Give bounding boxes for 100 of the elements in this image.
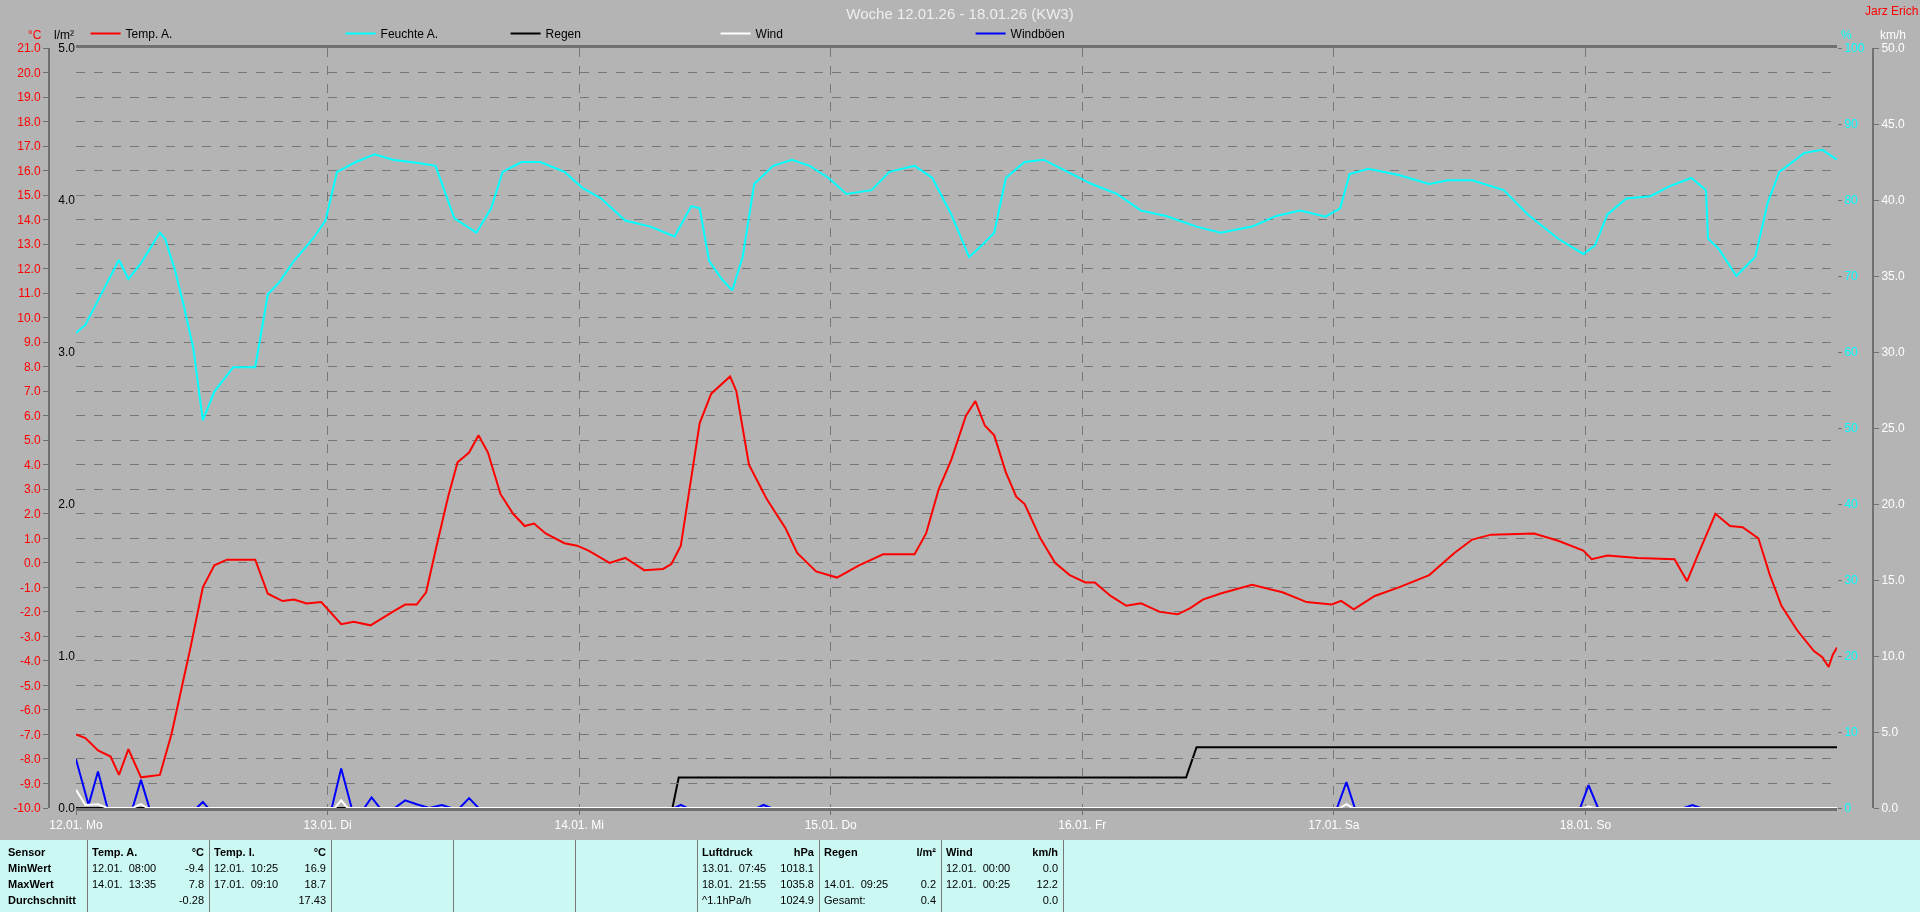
y2-tick-label: 40 xyxy=(1844,497,1859,512)
y-tick-label: 1.0 xyxy=(58,649,76,664)
text: Luftdruck xyxy=(702,846,753,858)
text: -0.28 xyxy=(178,894,204,906)
text: 0.0 xyxy=(1042,862,1058,874)
text: 17.01. 09:10 xyxy=(214,878,279,890)
x-tick-label: 13.01. Di xyxy=(303,818,352,833)
text: °C xyxy=(313,846,326,858)
legend-label: Wind xyxy=(755,27,783,42)
y3-tick-label: 5.0 xyxy=(1881,725,1899,740)
y-tick-label: -10.0 xyxy=(13,801,41,816)
y-tick-label: 19.0 xyxy=(17,90,41,105)
y-tick-label: 13.0 xyxy=(17,237,41,252)
text: 14.01. 09:25 xyxy=(824,878,889,890)
y2-tick-label: 60 xyxy=(1844,345,1859,360)
y-axis-title: °C xyxy=(28,28,42,42)
text: 0.0 xyxy=(1042,894,1058,906)
x-tick-label: 17.01. Sa xyxy=(1308,818,1360,833)
y-tick-label: 3.0 xyxy=(23,482,41,497)
y-tick-label: 2.0 xyxy=(23,507,41,522)
text: Gesamt: xyxy=(824,894,866,906)
text: 1035.8 xyxy=(780,878,814,890)
y-tick-label: 0.0 xyxy=(58,801,76,816)
text: 18.7 xyxy=(304,878,326,890)
y2-tick-label: 30 xyxy=(1844,573,1859,588)
y2-tick-label: 10 xyxy=(1844,725,1859,740)
text: 13.01. 07:45 xyxy=(702,862,767,874)
y-tick-label: 2.0 xyxy=(58,497,76,512)
x-tick-label: 16.01. Fr xyxy=(1058,818,1107,833)
y-tick-label: 8.0 xyxy=(23,359,41,374)
y-tick-label: 10.0 xyxy=(17,310,41,325)
y2-tick-label: 0 xyxy=(1844,801,1852,816)
y-tick-label: -8.0 xyxy=(19,752,41,767)
legend-label: Regen xyxy=(545,27,581,42)
y-tick-label: -9.0 xyxy=(19,776,41,791)
y-tick-label: -5.0 xyxy=(19,678,41,693)
y3-tick-label: 45.0 xyxy=(1881,117,1906,132)
x-tick-label: 14.01. Mi xyxy=(554,818,604,833)
y-tick-label: 4.0 xyxy=(23,457,41,472)
y3-tick-label: 0.0 xyxy=(1881,801,1899,816)
text: 12.01. 08:00 xyxy=(92,862,157,874)
text: km/h xyxy=(1880,28,1907,42)
y-tick-label: -1.0 xyxy=(19,580,41,595)
text: 12.01. 10:25 xyxy=(214,862,279,874)
text: l/m² xyxy=(916,846,936,858)
y3-tick-label: 40.0 xyxy=(1881,193,1906,208)
y-tick-label: -3.0 xyxy=(19,629,41,644)
y-tick-label: 12.0 xyxy=(17,261,41,276)
y-tick-label: 11.0 xyxy=(18,286,41,301)
text: 0.2 xyxy=(920,878,936,890)
chart-title: Woche 12.01.26 - 18.01.26 (KW3) xyxy=(846,4,1074,22)
text: Durchschnitt xyxy=(8,894,76,906)
y-tick-label: 6.0 xyxy=(23,408,41,423)
text: ^1.1hPa/h xyxy=(702,894,752,906)
text: MinWert xyxy=(8,862,52,874)
x-tick-label: 15.01. Do xyxy=(804,818,858,833)
text: Jarz Erich xyxy=(1865,4,1919,18)
y2-tick-label: 100 xyxy=(1844,41,1865,56)
text: Sensor xyxy=(8,846,46,858)
text: 14.01. 13:35 xyxy=(92,878,157,890)
y-axis-title: l/m² xyxy=(54,28,74,42)
y3-tick-label: 35.0 xyxy=(1881,269,1906,284)
y2-tick-label: 90 xyxy=(1844,117,1859,132)
text: °C xyxy=(191,846,204,858)
y3-tick-label: 20.0 xyxy=(1881,497,1906,512)
text: 7.8 xyxy=(188,878,204,890)
text: Temp. A. xyxy=(92,846,138,858)
legend-label: Temp. A. xyxy=(125,27,173,42)
text: 12.2 xyxy=(1036,878,1058,890)
y-tick-label: -6.0 xyxy=(19,703,41,718)
text: Temp. I. xyxy=(214,846,255,858)
text: MaxWert xyxy=(8,878,54,890)
text: 16.9 xyxy=(304,862,326,874)
text: 17.43 xyxy=(298,894,326,906)
y3-axis-title: km/h xyxy=(1032,846,1058,858)
text: 1024.9 xyxy=(780,894,814,906)
y-tick-label: 3.0 xyxy=(58,345,76,360)
y-tick-label: 15.0 xyxy=(17,188,41,203)
text: 12.01. 00:25 xyxy=(946,878,1011,890)
text: hPa xyxy=(793,846,814,858)
y3-tick-label: 15.0 xyxy=(1881,573,1906,588)
legend-label: Windböen xyxy=(1010,27,1065,42)
y2-tick-label: 50 xyxy=(1844,421,1859,436)
y-tick-label: 9.0 xyxy=(23,335,41,350)
y2-tick-label: 20 xyxy=(1844,649,1859,664)
text: 12.01. 00:00 xyxy=(946,862,1011,874)
y-tick-label: 18.0 xyxy=(17,114,41,129)
y2-axis-title: % xyxy=(1841,28,1852,42)
y-tick-label: -7.0 xyxy=(19,727,41,742)
y-tick-label: 17.0 xyxy=(17,139,41,154)
y-tick-label: 1.0 xyxy=(23,531,41,546)
text: -9.4 xyxy=(185,862,204,874)
legend-label: Feuchte A. xyxy=(380,27,438,42)
text: Wind xyxy=(946,846,973,858)
y2-tick-label: 80 xyxy=(1844,193,1859,208)
y-tick-label: 7.0 xyxy=(23,384,41,399)
text: 0.4 xyxy=(920,894,936,906)
y-tick-label: 20.0 xyxy=(17,65,41,80)
y-tick-label: 5.0 xyxy=(58,41,76,56)
y-tick-label: 21.0 xyxy=(17,41,41,56)
